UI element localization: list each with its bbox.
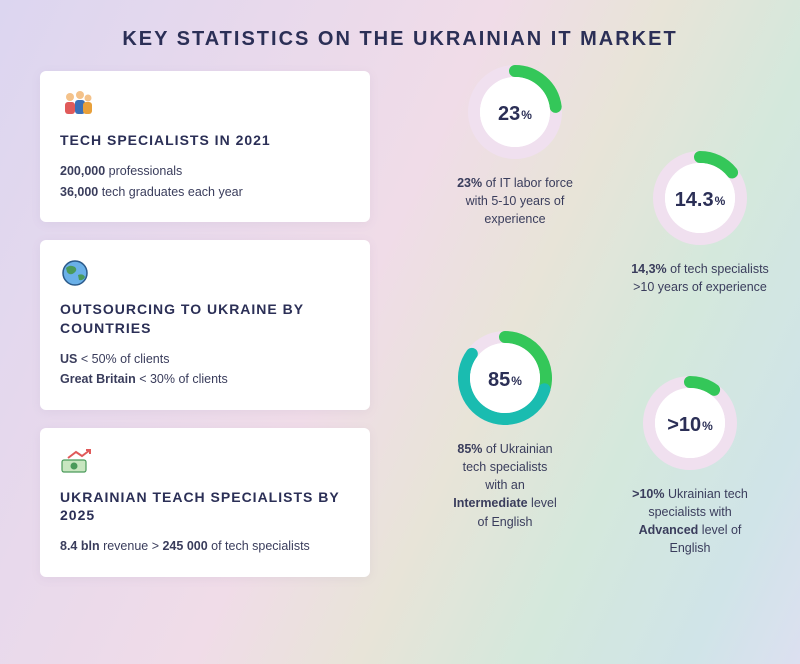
card-body: US < 50% of clientsGreat Britain < 30% o… (60, 349, 350, 390)
donut-stat-2: 85% 85% of Ukrainiantech specialistswith… (420, 331, 590, 531)
card-body: 200,000 professionals36,000 tech graduat… (60, 161, 350, 202)
specialists-icon (60, 89, 350, 121)
donut-caption: >10% Ukrainian techspecialists withAdvan… (605, 485, 775, 558)
donut-chart: >10% (643, 376, 737, 475)
card-by-2025: UKRAINIAN TEACH SPECIALISTS BY 2025 8.4 … (40, 428, 370, 577)
donut-center-label: 85% (458, 331, 552, 430)
card-outsourcing: OUTSOURCING TO UKRAINE BY COUNTRIES US <… (40, 240, 370, 410)
donut-stat-3: >10% >10% Ukrainian techspecialists with… (605, 376, 775, 558)
left-column: TECH SPECIALISTS IN 2021 200,000 profess… (40, 71, 370, 577)
donut-stat-1: 14.3% 14,3% of tech specialists>10 years… (615, 151, 785, 296)
right-column: 23% 23% of IT labor forcewith 5-10 years… (390, 71, 760, 577)
donut-stat-0: 23% 23% of IT labor forcewith 5-10 years… (430, 65, 600, 228)
page-title: KEY STATISTICS ON THE UKRAINIAN IT MARKE… (0, 0, 800, 71)
donut-caption: 23% of IT labor forcewith 5-10 years ofe… (430, 174, 600, 228)
card-title: TECH SPECIALISTS IN 2021 (60, 131, 350, 149)
card-tech-specialists: TECH SPECIALISTS IN 2021 200,000 profess… (40, 71, 370, 222)
content-area: TECH SPECIALISTS IN 2021 200,000 profess… (0, 71, 800, 577)
donut-center-label: 23% (468, 65, 562, 164)
donut-chart: 23% (468, 65, 562, 164)
globe-icon (60, 258, 350, 290)
card-title: UKRAINIAN TEACH SPECIALISTS BY 2025 (60, 488, 350, 524)
donut-chart: 14.3% (653, 151, 747, 250)
donut-center-label: 14.3% (653, 151, 747, 250)
card-body: 8.4 bln revenue > 245 000 of tech specia… (60, 536, 350, 557)
card-title: OUTSOURCING TO UKRAINE BY COUNTRIES (60, 300, 350, 336)
donut-caption: 14,3% of tech specialists>10 years of ex… (615, 260, 785, 296)
donut-caption: 85% of Ukrainiantech specialistswith anI… (420, 440, 590, 531)
donut-chart: 85% (458, 331, 552, 430)
revenue-icon (60, 446, 350, 478)
donut-center-label: >10% (643, 376, 737, 475)
